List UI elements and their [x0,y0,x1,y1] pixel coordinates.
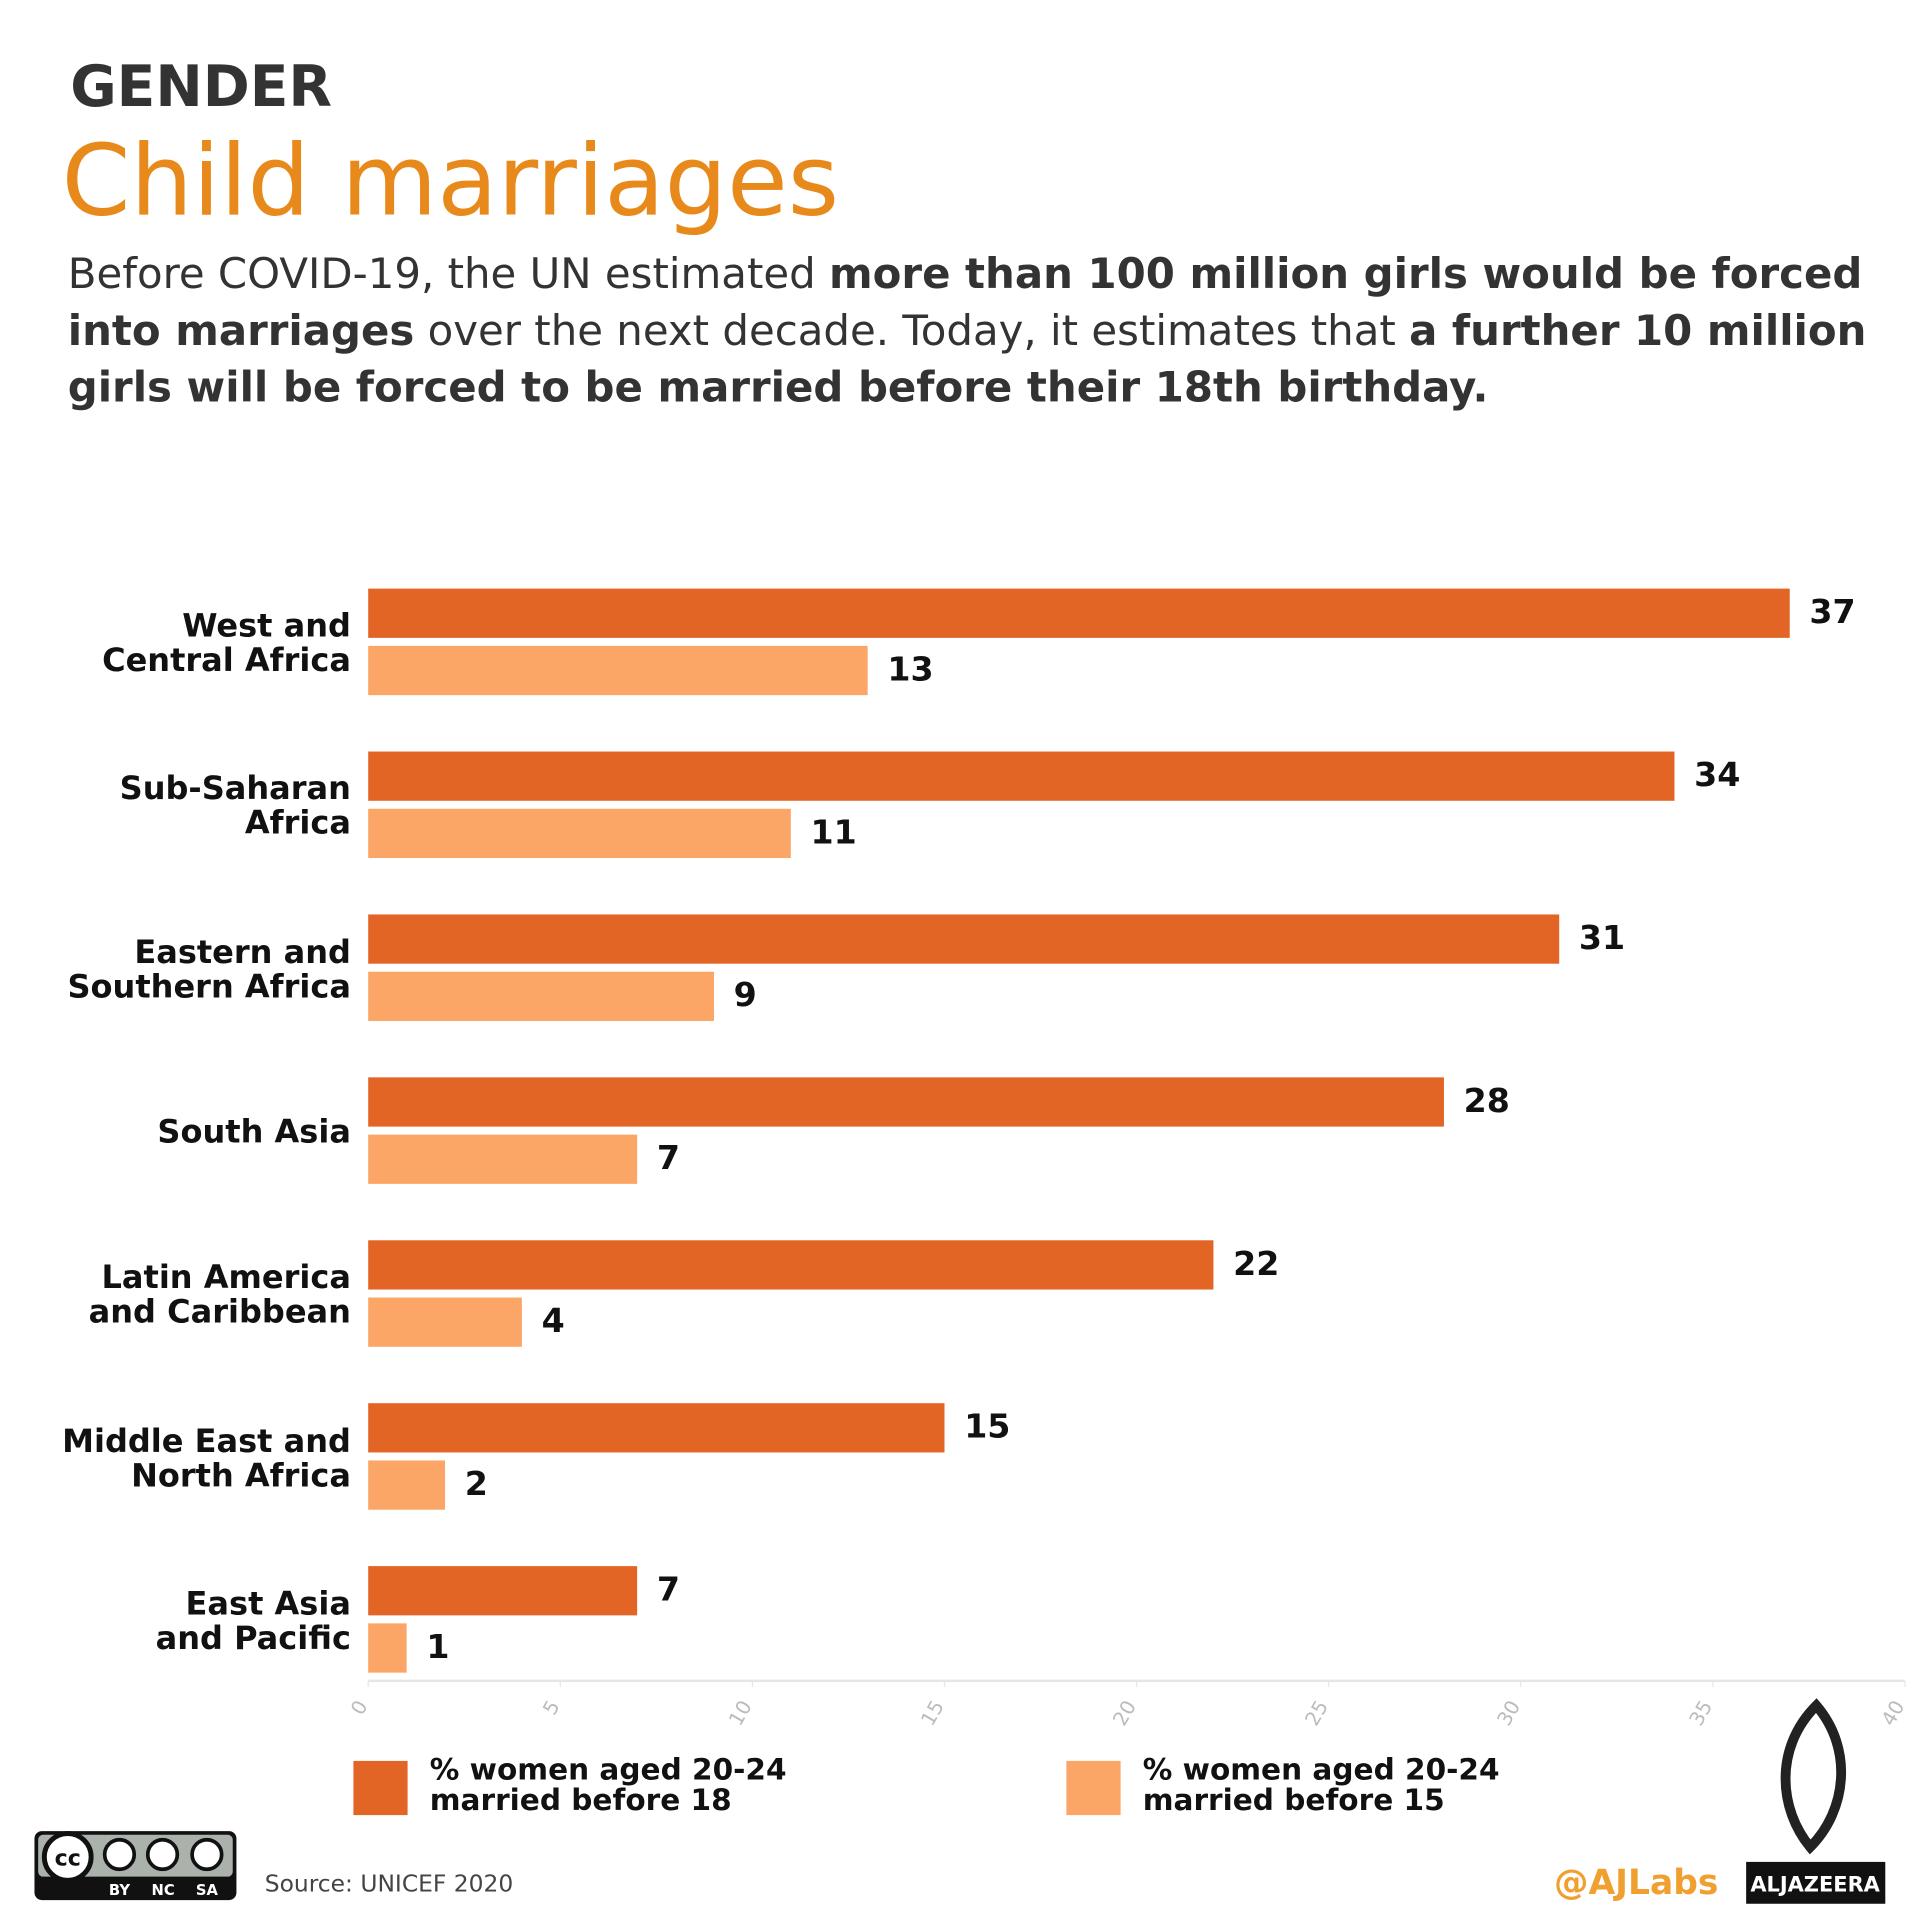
license-term: BY [109,1882,130,1899]
category-label-box: South Asia [157,1114,351,1152]
bar [368,808,791,859]
value-label: 1 [426,1627,449,1666]
value-label: 4 [542,1301,565,1340]
license-text: cc [55,1846,81,1872]
category-label-box: Eastern and Southern Africa [67,934,351,1006]
value-label: 22 [1233,1244,1279,1283]
brand-logo [1780,1698,1846,1855]
category-label-box: Sub-Saharan Africa [119,771,351,843]
category-label: South Asia [157,1114,351,1152]
value-label: 13 [887,649,933,688]
bar [368,751,1675,801]
brand-box [1746,1861,1886,1904]
value-label: 31 [1579,918,1625,957]
category-label-box: Middle East and North Africa [62,1422,351,1495]
value-label: 2 [465,1464,488,1503]
subtitle: Before COVID-19, the UN estimated more t… [68,246,1890,416]
bar [368,1134,638,1184]
value-label: 7 [657,1570,680,1609]
category-label-box: Latin America and Caribbean [88,1259,351,1332]
category-label: Latin America and Caribbean [88,1259,351,1332]
category-label: Eastern and Southern Africa [67,934,351,1006]
value-label: 34 [1694,755,1740,794]
subtitle-box: Before COVID-19, the UN estimated more t… [68,246,1890,416]
section-label: GENDER [70,54,332,120]
license-circle [41,1831,94,1883]
legend-label-box: % women aged 20-24 married before 18 [429,1754,787,1818]
subtitle-part: more than 100 million girls would be for… [67,249,1863,356]
value-label: 37 [1809,592,1855,631]
brand: ALJAZEERA [1750,1872,1880,1896]
license-icon [102,1837,137,1872]
bar [368,1297,522,1347]
bar [368,588,1790,638]
category-label: Middle East and North Africa [62,1422,351,1495]
value-label: 28 [1464,1081,1510,1120]
title: Child marriages [62,124,840,238]
bar [368,645,868,696]
subtitle-part: a further 10 million girls will be force… [67,306,1867,413]
category-label: West and Central Africa [102,608,351,680]
bar [368,1403,945,1453]
license-icon [190,1837,224,1872]
handle: @AJLabs [1554,1863,1718,1903]
bar [368,1566,638,1616]
logo-mark [1780,1698,1846,1855]
bar [368,1077,1444,1127]
value-label: 15 [964,1407,1010,1446]
subtitle-part: Before COVID-19, the UN estimated [67,249,830,300]
bar [368,1240,1214,1290]
bar [368,971,714,1021]
license-icon [145,1837,180,1872]
license-badge: cc [34,1831,237,1901]
value-label: 9 [734,975,757,1014]
legend-label: % women aged 20-24 married before 15 [1142,1754,1500,1818]
source: Source: UNICEF 2020 [265,1869,514,1897]
legend-swatch [353,1760,408,1816]
bar [368,914,1560,964]
legend-label: % women aged 20-24 married before 18 [429,1754,787,1818]
category-label-box: East Asia and Pacific [155,1585,351,1658]
bar [368,1623,407,1673]
legend-swatch [1066,1760,1121,1816]
bar [368,1460,446,1510]
value-label: 7 [657,1138,680,1177]
license-term: SA [196,1882,219,1899]
category-label: East Asia and Pacific [155,1585,351,1658]
value-label: 11 [811,812,857,851]
subtitle-part: over the next decade. Today, it estimate… [414,306,1410,356]
legend-label-box: % women aged 20-24 married before 15 [1142,1754,1500,1818]
license-term: NC [152,1882,175,1899]
category-label: Sub-Saharan Africa [119,771,351,843]
category-label-box: West and Central Africa [102,608,351,680]
